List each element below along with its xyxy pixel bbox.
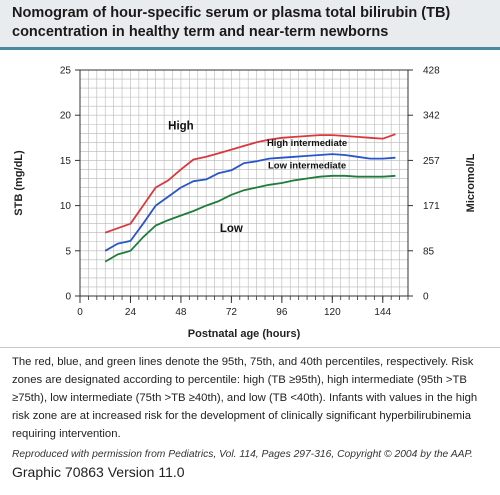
figure-title-line-2: concentration in healthy term and near-t… [12, 24, 389, 40]
x-tick-label: 120 [324, 307, 341, 318]
x-tick-label: 96 [276, 307, 288, 318]
caption-divider [0, 347, 500, 348]
zone-label: Low intermediate [268, 161, 346, 172]
y-right-tick-label: 85 [423, 246, 435, 257]
x-tick-label: 24 [125, 307, 137, 318]
permission-credit: Reproduced with permission from Pediatri… [12, 449, 473, 460]
graphic-version: Graphic 70863 Version 11.0 [12, 464, 185, 480]
x-tick-label: 48 [175, 307, 187, 318]
series-line-p75 [104, 153, 396, 252]
figure-caption: The red, blue, and green lines denote th… [12, 356, 478, 440]
zone-label: High [168, 121, 194, 133]
nomogram-chart: 0 24 48 72 96 120 144 0 5 10 15 20 25 0 85 171 257 342 428… [0, 50, 500, 347]
zone-label: Low [220, 223, 243, 235]
y-right-tick-label: 257 [423, 156, 440, 167]
y-tick-label: 0 [65, 292, 71, 303]
x-tick-label: 0 [77, 307, 83, 318]
y-tick-label: 5 [65, 246, 71, 257]
chart-svg: 0 24 48 72 96 120 144 0 5 10 15 20 25 0 85 171 257 342 428… [13, 66, 477, 341]
y-right-tick-label: 0 [423, 292, 429, 303]
title-band: Nomogram of hour-specific serum or plasm… [0, 0, 500, 50]
y-tick-label: 25 [60, 66, 72, 77]
y-tick-label: 10 [60, 201, 72, 212]
y-axis-title: STB (mg/dL) [13, 150, 25, 216]
series-line-p95 [104, 133, 396, 234]
figure-title-line-1: Nomogram of hour-specific serum or plasm… [12, 5, 451, 21]
y-right-axis-title: Micromol/L [465, 153, 477, 212]
zone-label: High intermediate [267, 138, 347, 149]
series-line-p40 [104, 174, 396, 263]
y-right-tick-label: 171 [423, 201, 440, 212]
x-axis-title: Postnatal age (hours) [188, 328, 301, 340]
x-tick-label: 72 [226, 307, 238, 318]
y-tick-label: 15 [60, 156, 72, 167]
x-tick-label: 144 [374, 307, 391, 318]
plot-frame [79, 69, 409, 297]
y-tick-label: 20 [60, 111, 72, 122]
y-right-tick-label: 342 [423, 111, 440, 122]
y-right-tick-label: 428 [423, 66, 440, 77]
plot-background [80, 70, 408, 296]
